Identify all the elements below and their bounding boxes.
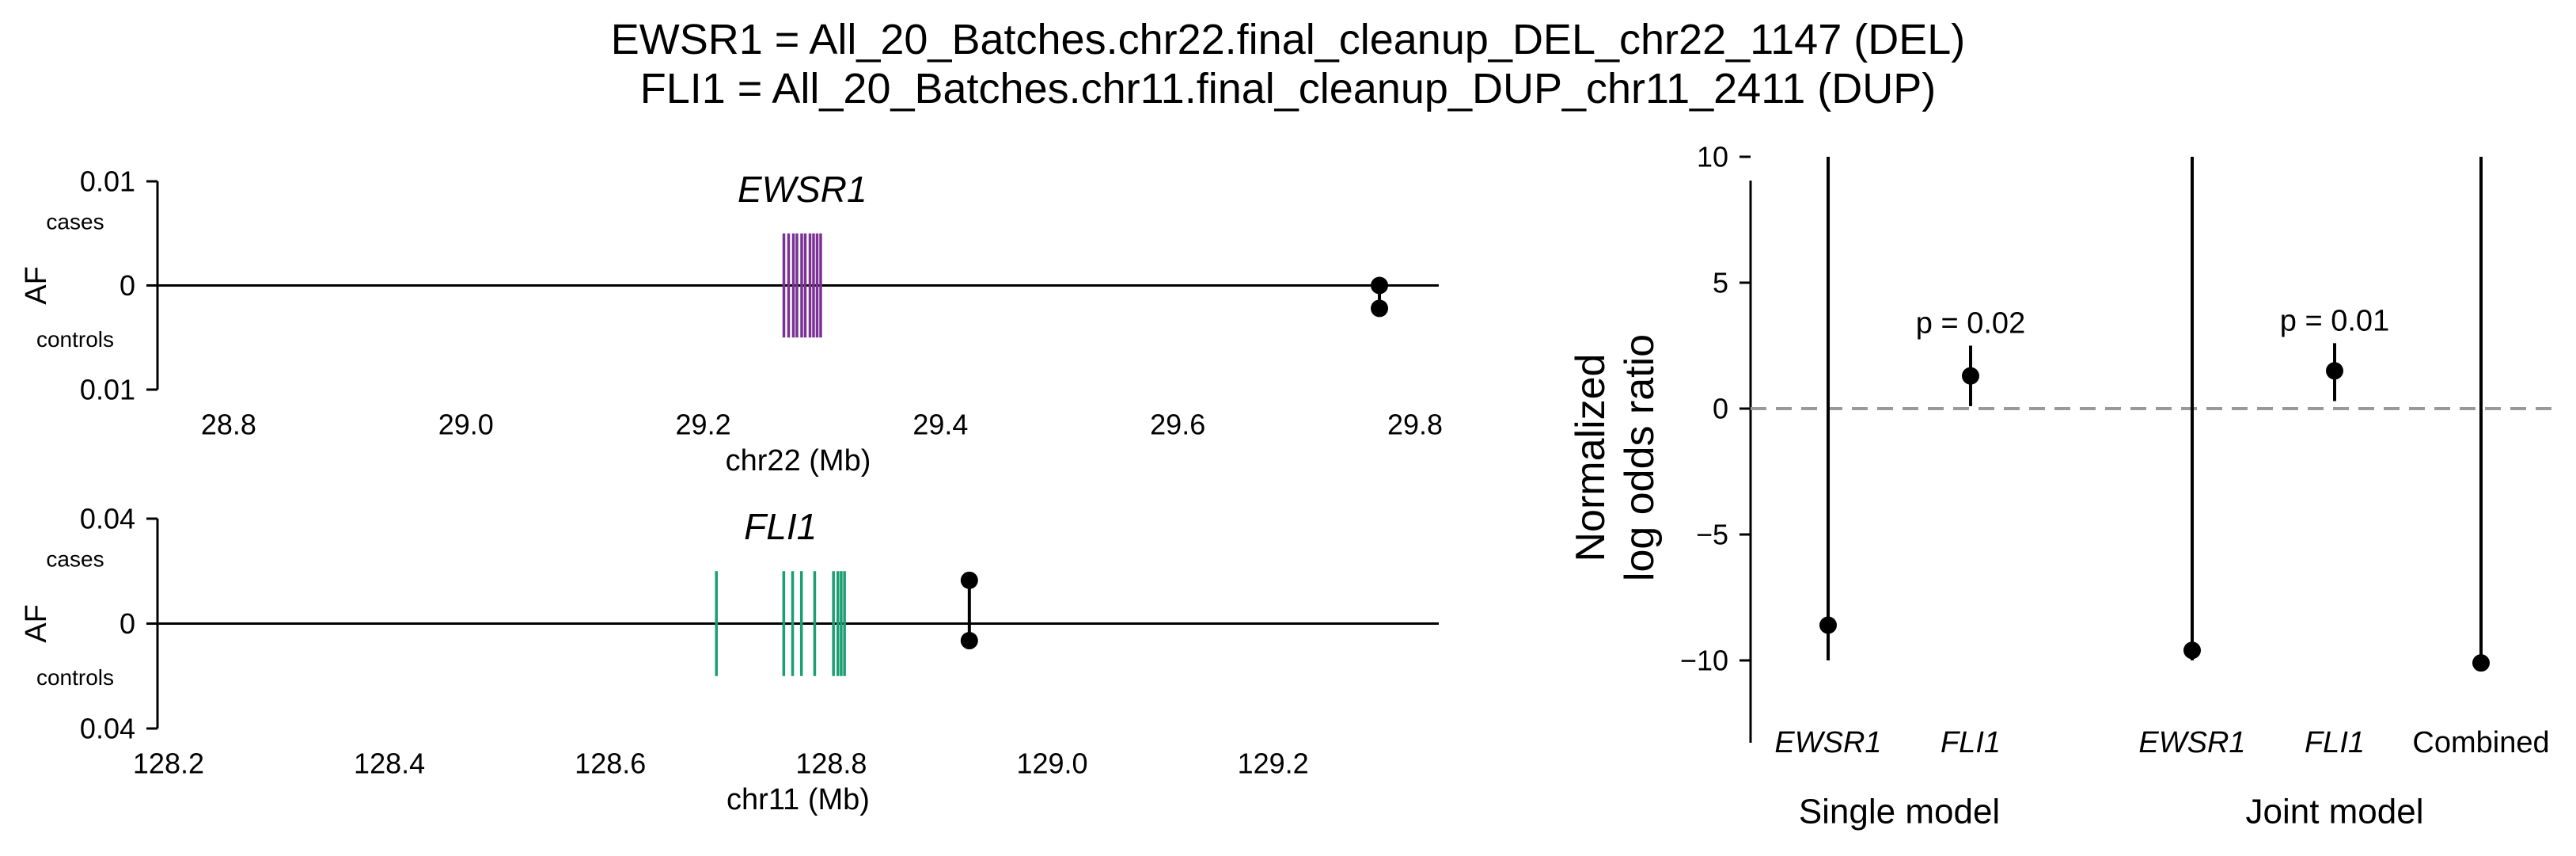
ewsr1-variant-cases-point [1371, 276, 1389, 295]
ewsr1-x-tick-label-2: 29.2 [676, 409, 731, 441]
fli1-controls-label: controls [36, 665, 114, 690]
fli1-y-tick-label-zero: 0 [120, 607, 135, 640]
odds-pvalue-3: p = 0.01 [2280, 304, 2389, 337]
fli1-x-tick-label-3: 128.8 [795, 748, 867, 780]
odds-category-label-4: Combined [2412, 726, 2549, 759]
odds-y-axis-label-line2: log odds ratio [1617, 334, 1663, 581]
ewsr1-x-tick-label-1: 29.0 [438, 409, 494, 441]
odds-group-label-single: Single model [1799, 793, 2000, 831]
fli1-x-tick-label-4: 129.0 [1016, 748, 1087, 780]
odds-point-0 [1819, 616, 1837, 634]
ewsr1-y-tick-label-zero: 0 [120, 269, 135, 302]
odds-pvalue-1: p = 0.02 [1916, 307, 2025, 340]
odds-y-axis-label-line1: Normalized [1568, 354, 1614, 562]
odds-category-label-2: EWSR1 [2138, 726, 2245, 759]
fli1-x-tick-label-5: 129.2 [1238, 748, 1309, 780]
fli1-y-tick-label-bottom: 0.04 [80, 713, 135, 745]
fli1-y-tick-label-top: 0.04 [80, 503, 135, 535]
odds-y-tick-label-0: 10 [1697, 141, 1728, 173]
ewsr1-x-tick-label-4: 29.6 [1150, 409, 1205, 441]
fli1-gene-label: FLI1 [744, 506, 817, 547]
fli1-x-tick-label-2: 128.6 [575, 748, 646, 780]
ewsr1-y-tick-label-bottom: 0.01 [80, 374, 135, 406]
odds-y-tick-label-4: −10 [1680, 645, 1728, 677]
figure-title-line-1: EWSR1 = All_20_Batches.chr22.final_clean… [610, 16, 1966, 63]
ewsr1-y-tick-label-top: 0.01 [80, 165, 135, 198]
odds-y-tick-label-1: 5 [1713, 267, 1728, 299]
fli1-x-tick-label-1: 128.4 [354, 748, 425, 780]
figure-title-line-2: FLI1 = All_20_Batches.chr11.final_cleanu… [639, 65, 1937, 112]
fli1-variant-cases-point [960, 571, 978, 589]
ewsr1-x-tick-label-3: 29.4 [912, 409, 968, 441]
odds-group-label-joint: Joint model [2245, 793, 2423, 831]
ewsr1-x-tick-label-0: 28.8 [201, 409, 256, 441]
ewsr1-x-tick-label-5: 29.8 [1387, 409, 1443, 441]
odds-y-tick-label-3: −5 [1696, 519, 1728, 551]
fli1-cases-label: cases [46, 547, 104, 572]
odds-category-label-0: EWSR1 [1774, 726, 1881, 759]
odds-category-label-3: FLI1 [2305, 726, 2365, 759]
odds-point-1 [1962, 367, 1979, 385]
ewsr1-controls-label: controls [36, 327, 114, 352]
ewsr1-y-axis-label: AF [20, 266, 53, 305]
odds-point-4 [2472, 654, 2490, 672]
fli1-x-axis-label: chr11 (Mb) [727, 783, 870, 816]
ewsr1-cases-label: cases [46, 210, 104, 234]
ewsr1-gene-label: EWSR1 [738, 169, 867, 210]
fli1-x-tick-label-0: 128.2 [133, 748, 204, 780]
odds-point-2 [2183, 641, 2201, 660]
odds-category-label-1: FLI1 [1941, 726, 2001, 759]
fli1-variant-controls-point [960, 632, 978, 650]
ewsr1-variant-controls-point [1371, 299, 1389, 318]
ewsr1-x-axis-label: chr22 (Mb) [726, 444, 871, 477]
odds-y-tick-label-2: 0 [1713, 393, 1728, 425]
odds-point-3 [2326, 362, 2343, 380]
fli1-y-axis-label: AF [20, 604, 53, 643]
